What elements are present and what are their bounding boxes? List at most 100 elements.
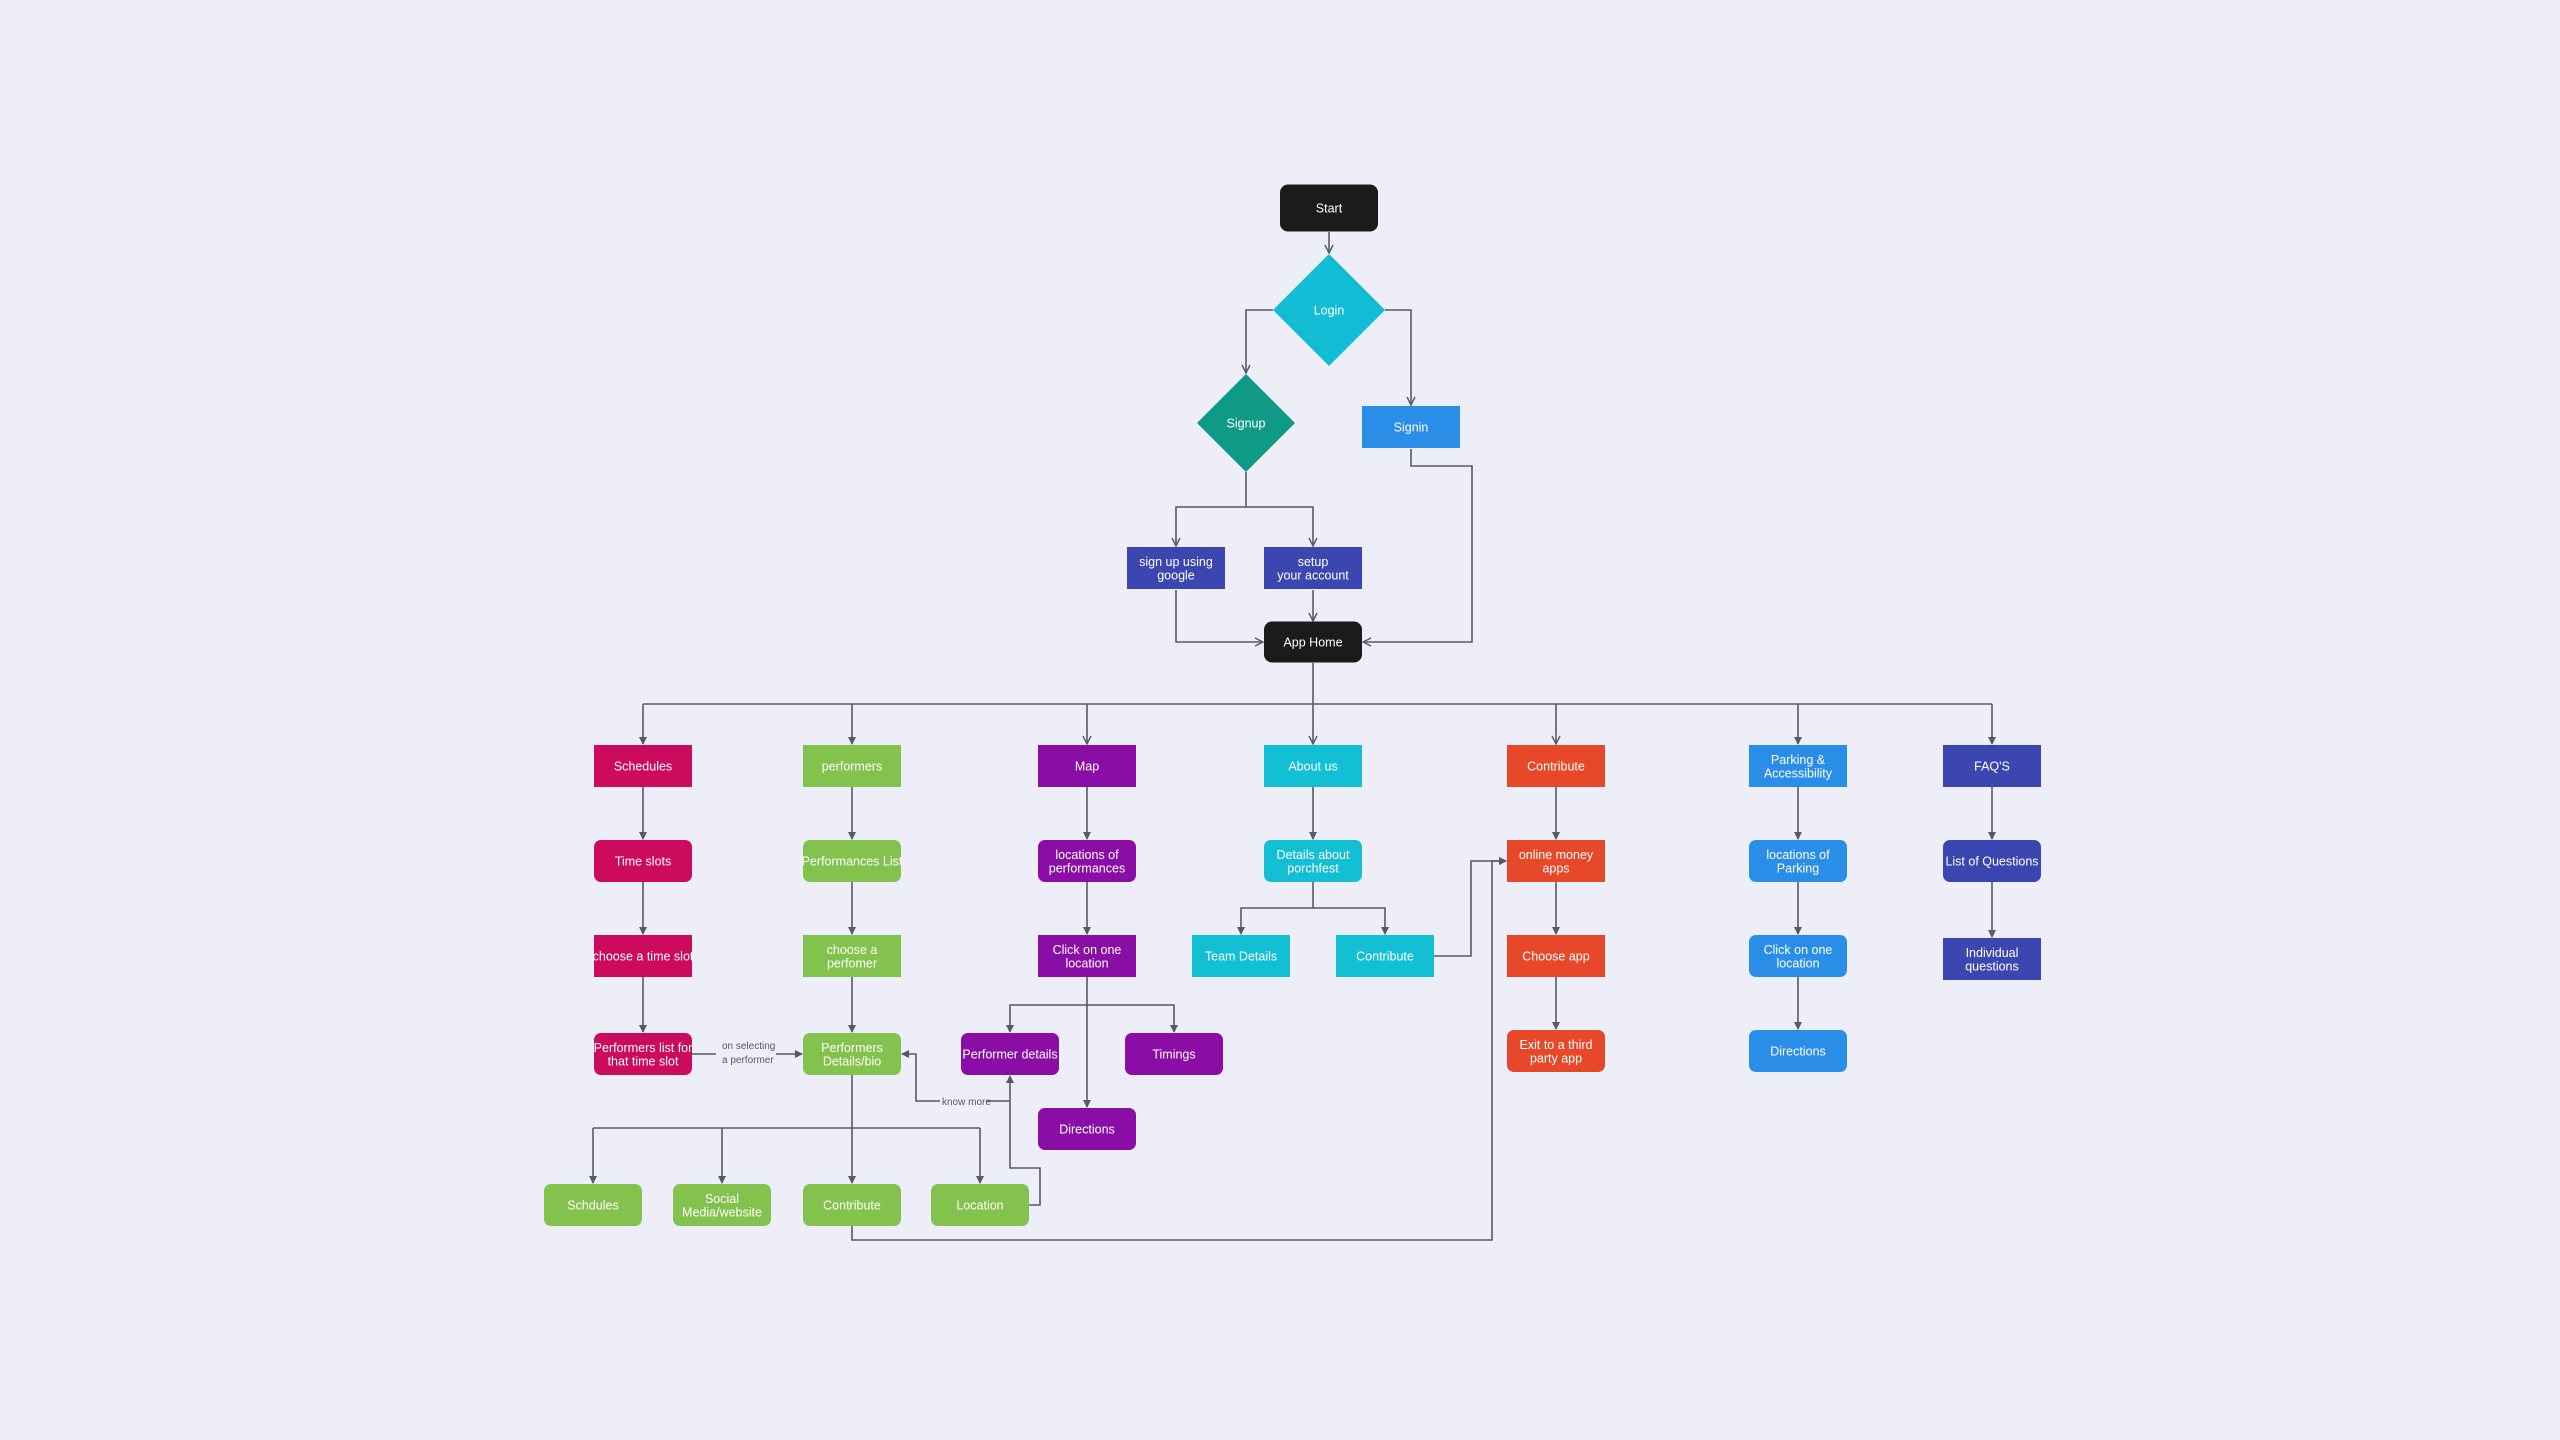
- node-shape: [594, 935, 692, 977]
- node-label: online money: [1519, 848, 1594, 862]
- node-map[interactable]: Map: [1038, 745, 1136, 787]
- node-label: location: [1776, 956, 1819, 970]
- node-shape: [1127, 547, 1225, 589]
- node-location[interactable]: Location: [931, 1184, 1029, 1226]
- connector-arrow: [1006, 1004, 1087, 1033]
- node-shape: [594, 1033, 692, 1075]
- node-questions[interactable]: List of Questions: [1943, 840, 2041, 882]
- node-shape: [1749, 1030, 1847, 1072]
- node-performers[interactable]: performers: [803, 745, 901, 787]
- node-label: Signin: [1394, 421, 1429, 435]
- node-label: Contribute: [1356, 950, 1414, 964]
- node-home[interactable]: App Home: [1264, 621, 1362, 663]
- node-schdules[interactable]: Schdules: [544, 1184, 642, 1226]
- node-shape: [1038, 840, 1136, 882]
- node-login[interactable]: Login: [1273, 254, 1385, 366]
- node-label: Contribute: [823, 1199, 881, 1213]
- node-shape: [803, 840, 901, 882]
- node-label: perfomer: [827, 956, 877, 970]
- node-shape: [1749, 935, 1847, 977]
- connector-arrow: [1363, 449, 1473, 642]
- connector-arrow: [1434, 857, 1507, 957]
- node-shape: [1943, 840, 2041, 882]
- node-about[interactable]: About us: [1264, 745, 1362, 787]
- node-team[interactable]: Team Details: [1192, 935, 1290, 977]
- node-shape: [1749, 745, 1847, 787]
- node-label: FAQ'S: [1974, 760, 2010, 774]
- node-chooseapp[interactable]: Choose app: [1507, 935, 1605, 977]
- node-label: porchfest: [1287, 861, 1339, 875]
- node-shape: [1264, 745, 1362, 787]
- node-contribute2[interactable]: Contribute: [803, 1184, 901, 1226]
- node-label: Schedules: [614, 760, 672, 774]
- node-label: Exit to a third: [1520, 1038, 1593, 1052]
- connector-arrow: [1313, 907, 1389, 935]
- node-shape: [1273, 254, 1385, 366]
- node-shape: [931, 1184, 1029, 1226]
- node-label: Media/website: [682, 1205, 762, 1219]
- node-label: About us: [1288, 760, 1337, 774]
- node-shape: [1038, 1108, 1136, 1150]
- node-label: choose a: [827, 943, 878, 957]
- node-label: Social: [705, 1192, 739, 1206]
- node-label: your account: [1277, 568, 1349, 582]
- node-label: sign up using: [1139, 555, 1213, 569]
- edges: [589, 232, 1996, 1241]
- connector-arrow: [1246, 309, 1273, 373]
- node-chooseslot[interactable]: choose a time slot: [593, 935, 694, 977]
- node-contribute[interactable]: Contribute: [1507, 745, 1605, 787]
- node-timeslots[interactable]: Time slots: [594, 840, 692, 882]
- node-label: google: [1157, 568, 1195, 582]
- node-shape: [673, 1184, 771, 1226]
- edge-label-on-selecting-1: on selecting: [722, 1041, 775, 1052]
- node-shape: [1336, 935, 1434, 977]
- node-parking[interactable]: Parking &Accessibility: [1749, 745, 1847, 787]
- node-label: App Home: [1283, 636, 1342, 650]
- node-label: Parking: [1777, 861, 1819, 875]
- node-label: performances: [1049, 861, 1125, 875]
- node-parkdirections[interactable]: Directions: [1749, 1030, 1847, 1072]
- node-performerdetails[interactable]: Performer details: [961, 1033, 1059, 1075]
- node-label: Signup: [1227, 417, 1266, 431]
- node-faq[interactable]: FAQ'S: [1943, 745, 2041, 787]
- node-aboutcontribute[interactable]: Contribute: [1336, 935, 1434, 977]
- node-shape: [1038, 935, 1136, 977]
- node-shape: [594, 840, 692, 882]
- node-performanceslist[interactable]: Performances List: [802, 840, 903, 882]
- node-label: setup: [1298, 555, 1329, 569]
- node-shape: [803, 935, 901, 977]
- connector-arrow: [1175, 590, 1263, 642]
- node-label: Accessibility: [1764, 766, 1833, 780]
- node-label: Details about: [1277, 848, 1350, 862]
- edge-label-on-selecting-2: a performer: [722, 1055, 774, 1066]
- node-signup[interactable]: Signup: [1197, 374, 1295, 472]
- node-label: locations of: [1766, 848, 1830, 862]
- node-start[interactable]: Start: [1280, 184, 1378, 232]
- node-label: location: [1065, 956, 1108, 970]
- node-shape: [1749, 840, 1847, 882]
- node-label: choose a time slot: [593, 950, 694, 964]
- node-label: Login: [1314, 304, 1345, 318]
- node-label: Click on one: [1053, 943, 1122, 957]
- node-label: Contribute: [1527, 760, 1585, 774]
- node-mapdirections[interactable]: Directions: [1038, 1108, 1136, 1150]
- node-shape: [803, 1184, 901, 1226]
- node-schedules[interactable]: Schedules: [594, 745, 692, 787]
- node-signin[interactable]: Signin: [1362, 406, 1460, 448]
- node-timings[interactable]: Timings: [1125, 1033, 1223, 1075]
- node-shape: [1362, 406, 1460, 448]
